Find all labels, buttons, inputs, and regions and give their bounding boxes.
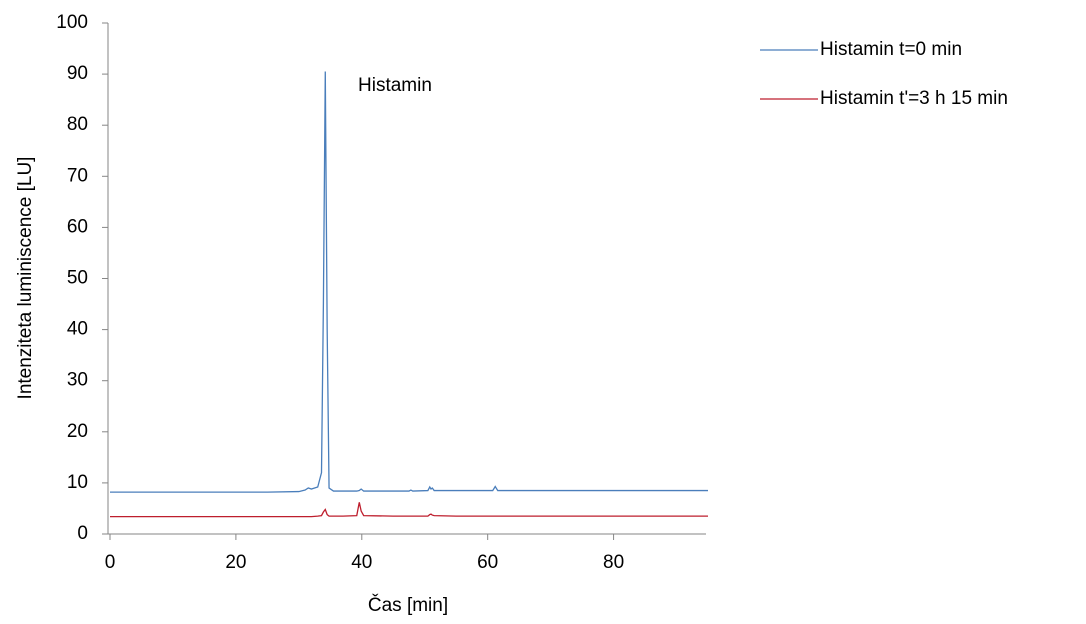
y-tick-label: 10 [67,472,88,493]
peak-annotation: Histamin [358,75,432,96]
legend-label: Histamin t'=3 h 15 min [820,88,1008,109]
y-tick-label: 80 [67,114,88,135]
y-tick-label: 60 [67,216,88,237]
x-tick-label: 0 [105,552,116,573]
series-line [110,71,708,493]
y-tick-label: 40 [67,319,88,340]
y-tick-label: 90 [67,63,88,84]
y-axis-label: Intenziteta luminiscence [LU] [15,157,36,400]
x-tick-label: 40 [351,552,372,573]
x-axis-label: Čas [min] [368,594,448,616]
series-line [110,502,708,518]
y-tick-label: 100 [56,12,88,33]
y-tick-label: 20 [67,421,88,442]
x-tick-label: 20 [225,552,246,573]
x-tick-label: 80 [603,552,624,573]
y-tick-label: 50 [67,268,88,289]
y-tick-label: 0 [77,523,88,544]
y-tick-label: 30 [67,370,88,391]
x-tick-label: 60 [477,552,498,573]
legend-label: Histamin t=0 min [820,39,962,60]
y-tick-label: 70 [67,165,88,186]
